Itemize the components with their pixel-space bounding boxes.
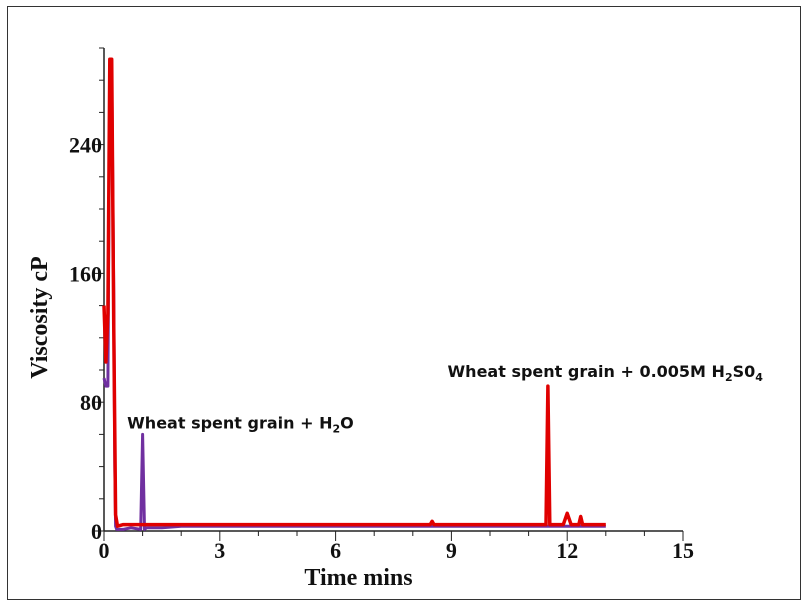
y-tick-label: 160 <box>69 261 102 286</box>
y-tick-label: 80 <box>80 390 102 415</box>
x-tick-label: 3 <box>214 538 225 563</box>
annotation-1: Wheat spent grain + H2O <box>127 413 354 435</box>
x-axis-title: Time mins <box>304 565 412 591</box>
y-tick-label: 0 <box>91 519 102 544</box>
y-axis-title: Viscosity cP <box>27 256 53 378</box>
x-tick-label: 12 <box>556 538 578 563</box>
x-tick-label: 0 <box>99 538 110 563</box>
annotation-2: Wheat spent grain + 0.005M H2S04 <box>448 362 764 384</box>
axes: 0 80 160 240 0 3 6 9 12 15 <box>69 47 694 563</box>
plot-area: Wheat spent grain + H2O Wheat spent grain… <box>102 57 764 531</box>
chart-frame <box>7 6 801 600</box>
labels: Time mins Viscosity cP <box>27 256 413 591</box>
y-tick-label: 240 <box>69 133 102 158</box>
x-tick-label: 6 <box>330 538 341 563</box>
series-line-1 <box>102 65 606 531</box>
x-tick-label: 15 <box>672 538 694 563</box>
x-tick-label: 9 <box>446 538 457 563</box>
series-line-2 <box>102 57 606 528</box>
